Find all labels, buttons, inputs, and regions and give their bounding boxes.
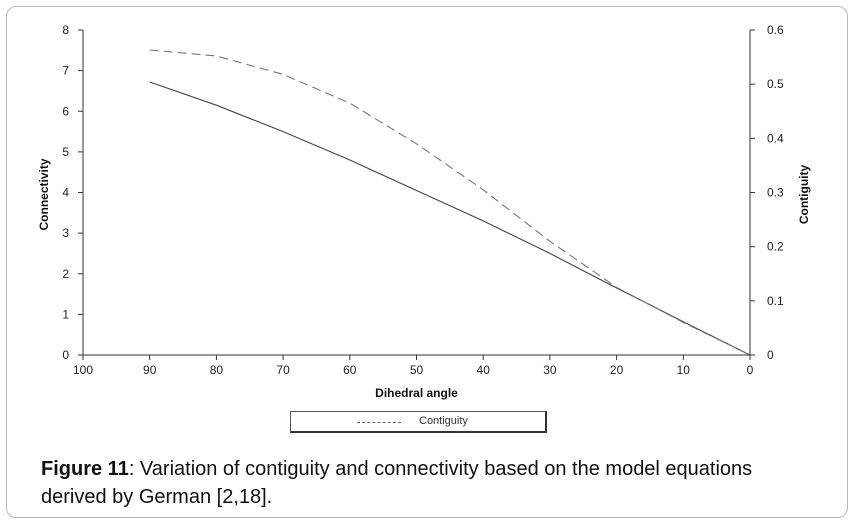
figure-caption: Figure 11: Variation of contiguity and c…	[41, 455, 821, 511]
chart-series	[149, 49, 751, 356]
right-y-tick-label: 0.4	[767, 131, 784, 145]
connectivity-series-line	[149, 81, 751, 356]
x-tick-label: 10	[677, 363, 691, 377]
contiguity-series-line	[149, 49, 751, 356]
right-y-tick-label: 0	[767, 348, 774, 362]
x-tick-label: 30	[543, 363, 557, 377]
left-y-tick-label: 6	[62, 104, 69, 118]
legend-dashed-swatch	[357, 422, 401, 423]
figure-caption-text: : Variation of contiguity and connectivi…	[41, 458, 753, 508]
right-y-tick-label: 0.1	[767, 294, 784, 308]
right-y-axis-title: Contiguity	[797, 165, 811, 225]
left-y-tick-label: 4	[62, 186, 69, 200]
x-tick-label: 60	[343, 363, 357, 377]
left-y-axis-title: Connectivity	[37, 158, 51, 230]
right-y-tick-label: 0.5	[767, 77, 784, 91]
left-y-tick-label: 2	[62, 267, 69, 281]
x-tick-label: 50	[410, 363, 424, 377]
right-y-tick-label: 0.3	[767, 186, 784, 200]
chart-legend: Contiguity	[290, 411, 547, 433]
x-tick-label: 90	[143, 363, 157, 377]
left-y-tick-label: 5	[62, 145, 69, 159]
left-y-tick-label: 0	[62, 348, 69, 362]
left-y-tick-label: 1	[62, 307, 69, 321]
x-tick-label: 70	[276, 363, 290, 377]
x-tick-label: 40	[477, 363, 491, 377]
chart-ticks: 100 90 80 70 60 50 40 30 20 10 001234567800.10.20.…	[62, 23, 784, 377]
x-tick-label: 0	[747, 363, 754, 377]
right-y-tick-label: 0.6	[767, 23, 784, 37]
left-y-tick-label: 3	[62, 226, 69, 240]
x-tick-label: 80	[210, 363, 224, 377]
chart-axes	[82, 30, 751, 356]
x-axis-title: Dihedral angle	[375, 386, 458, 400]
left-y-tick-label: 8	[62, 23, 69, 37]
x-tick-label: 20	[610, 363, 624, 377]
figure-caption-label: Figure 11	[41, 458, 129, 480]
left-y-tick-label: 7	[62, 64, 69, 78]
legend-label-contiguity: Contiguity	[419, 415, 468, 427]
x-tick-label: 100	[73, 363, 93, 377]
dual-axis-line-chart: 100 90 80 70 60 50 40 30 20 10 001234567800.10.20.…	[37, 23, 811, 400]
right-y-tick-label: 0.2	[767, 240, 784, 254]
